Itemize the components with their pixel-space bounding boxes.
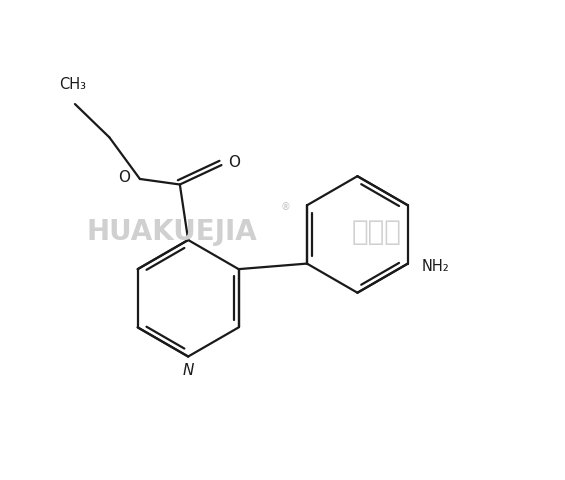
Text: O: O xyxy=(228,155,240,170)
Text: HUAKUEJIA: HUAKUEJIA xyxy=(86,217,257,246)
Text: 化学加: 化学加 xyxy=(352,217,402,246)
Text: O: O xyxy=(118,170,130,185)
Text: ®: ® xyxy=(280,202,290,212)
Text: NH₂: NH₂ xyxy=(421,259,450,274)
Text: N: N xyxy=(182,363,194,378)
Text: CH₃: CH₃ xyxy=(59,77,86,92)
